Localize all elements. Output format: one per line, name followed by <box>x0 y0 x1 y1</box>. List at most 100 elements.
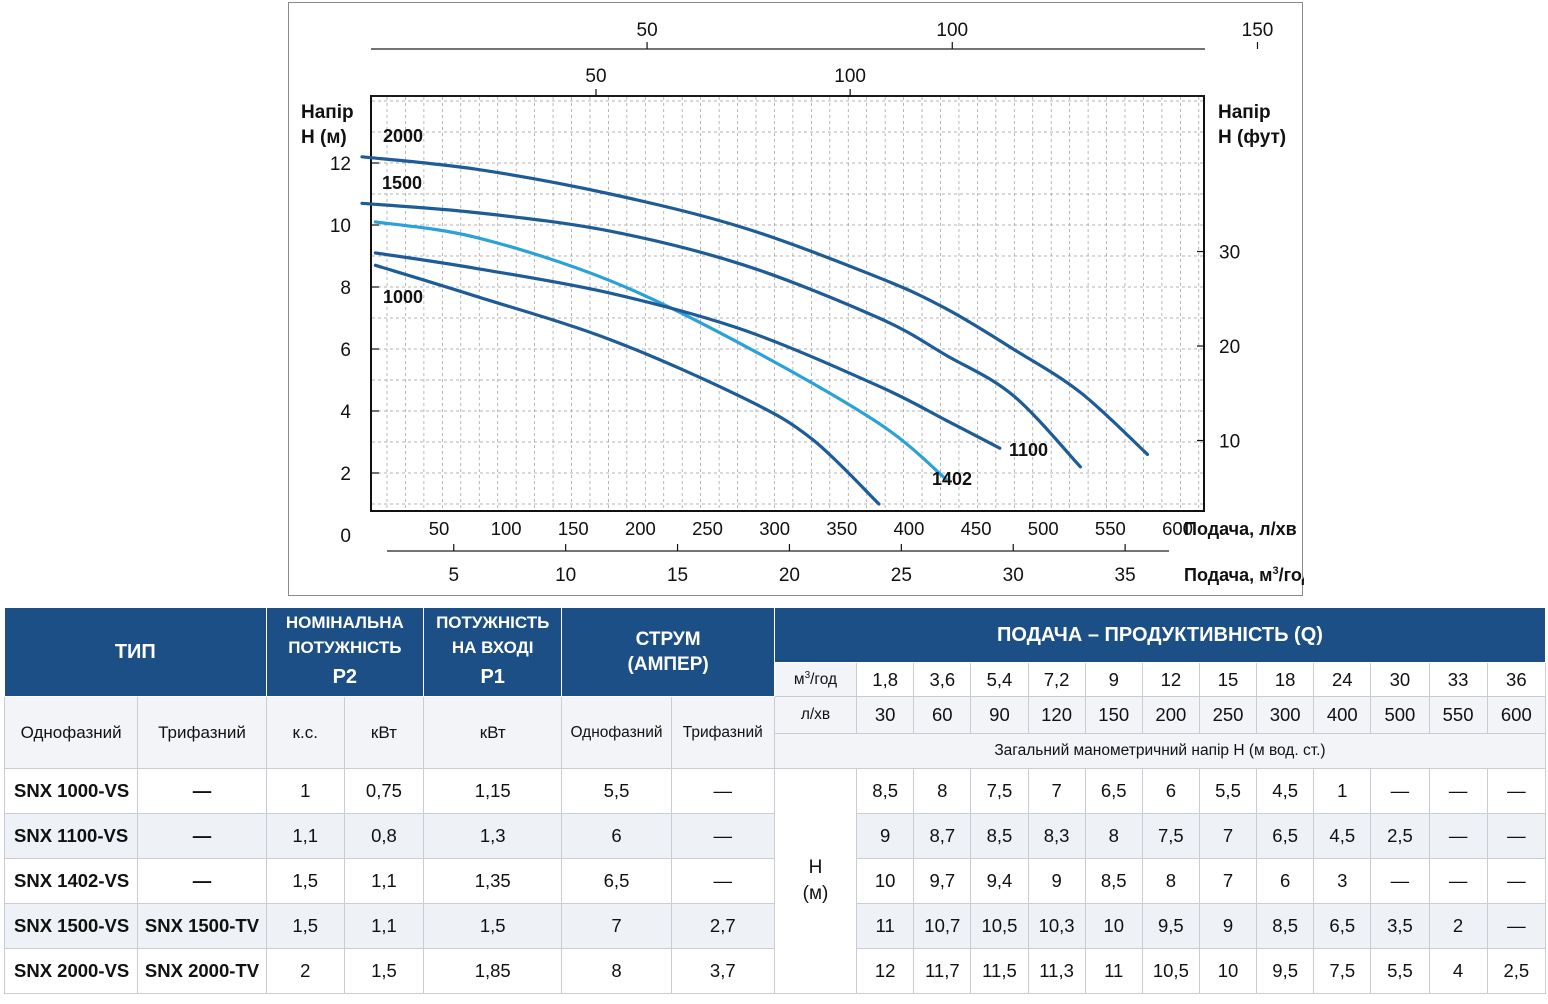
header-current: СТРУМ (АМПЕР) <box>561 607 775 697</box>
x-tick-lpm-label: 600 <box>1162 518 1193 539</box>
x-label-m3h: Подача, м3/год <box>1184 565 1304 585</box>
x-label-m3h-sup: 3 <box>1272 565 1278 577</box>
power-hp: 1 <box>265 768 345 814</box>
flow-lpm-cell: 150 <box>1084 696 1143 734</box>
series-line-2000 <box>360 155 1150 456</box>
current-three-phase: — <box>670 813 775 859</box>
head-value-cell: — <box>1486 903 1547 949</box>
x-tick-m3h-label: 20 <box>779 565 800 586</box>
y-tick-ft-label: 30 <box>1219 243 1240 264</box>
head-value-cell: 8,5 <box>970 813 1029 859</box>
current-three-phase: — <box>670 858 775 904</box>
subheader-single-phase-current: Однофазний <box>561 696 672 769</box>
x-tick-lpm-label: 500 <box>1028 518 1059 539</box>
head-value-cell: — <box>1428 768 1488 814</box>
power-hp: 1,5 <box>265 858 345 904</box>
model-single-phase: SNX 2000-VS <box>3 948 139 994</box>
flow-lpm-cell: 400 <box>1313 696 1372 734</box>
head-caption: Загальний манометричний напір H (м вод. … <box>773 733 1547 769</box>
model-three-phase: — <box>137 768 267 814</box>
head-value-cell: 10,7 <box>913 903 972 949</box>
input-power-kw: 1,35 <box>423 858 563 904</box>
head-value-cell: 6 <box>1141 768 1200 814</box>
head-value-cell: 10 <box>856 858 915 904</box>
x-tick-lpm-label: 200 <box>625 518 656 539</box>
head-value-cell: 7,5 <box>1313 948 1372 994</box>
model-single-phase: SNX 1100-VS <box>3 813 139 859</box>
x-tick-lpm-label: 400 <box>894 518 925 539</box>
head-value-cell: 2,5 <box>1370 813 1430 859</box>
x-tick-lpm-label: 450 <box>961 518 992 539</box>
table-body: SNX 1000-VS —1 0,75 1,15 5,5— H (м) 8,5 8 7,5 7 6,5… <box>3 768 1547 994</box>
subheader-single-phase: Однофазний <box>3 696 139 769</box>
header-flow: ПОДАЧА – ПРОДУКТИВНІСТЬ (Q) <box>773 607 1547 663</box>
head-value-cell: 8 <box>913 768 972 814</box>
flow-lpm-cell: 90 <box>970 696 1029 734</box>
current-single-phase: 8 <box>561 948 672 994</box>
y-label-right-1: Напір <box>1218 102 1271 123</box>
tick-labels: 0 2 4 6 8 10 12 10 20 30 50 100 150 200 250 300 350 400 45… <box>330 20 1273 586</box>
series-line-1100 <box>373 251 1002 450</box>
head-value-cell: 7,5 <box>970 768 1029 814</box>
x-tick-m3h-label: 10 <box>555 565 576 586</box>
model-single-phase: SNX 1402-VS <box>3 858 139 904</box>
head-value-cell: 8,5 <box>856 768 915 814</box>
head-value-cell: 8,5 <box>1256 903 1315 949</box>
subheader-three-phase: Трифазний <box>137 696 267 769</box>
head-value-cell: 9,4 <box>970 858 1029 904</box>
head-value-cell: 7,5 <box>1141 813 1200 859</box>
header-nominal-line2: ПОТУЖНІСТЬ <box>288 638 402 657</box>
head-value-cell: 4,5 <box>1256 768 1315 814</box>
head-value-cell: 2,5 <box>1486 948 1547 994</box>
head-value-cell: 11,7 <box>913 948 972 994</box>
flow-m3h-cell: 7,2 <box>1027 662 1086 697</box>
head-value-cell: 9,7 <box>913 858 972 904</box>
flow-m3h-cell: 12 <box>1141 662 1200 697</box>
table-row: SNX 1402-VS —1,5 1,1 1,35 6,5—10 9,7 9,4 9 8,5 8 7… <box>3 858 1547 904</box>
head-value-cell: 5,5 <box>1198 768 1258 814</box>
power-hp: 1,1 <box>265 813 345 859</box>
head-value-cell: 9 <box>856 813 915 859</box>
top-outer-tick-label: 100 <box>936 20 968 41</box>
subheader-kw-p1: кВт <box>423 696 563 769</box>
unit-m3h-prefix: м <box>793 671 805 689</box>
curve-label-1500: 1500 <box>382 173 422 193</box>
input-power-kw: 1,5 <box>423 903 563 949</box>
head-value-cell: 3 <box>1313 858 1372 904</box>
subheader-kw: кВт <box>343 696 425 769</box>
model-three-phase: SNX 1500-TV <box>137 903 267 949</box>
head-value-cell: 2 <box>1428 903 1488 949</box>
model-single-phase: SNX 1500-VS <box>3 903 139 949</box>
flow-lpm-cell: 60 <box>913 696 972 734</box>
head-value-cell: 9,5 <box>1256 948 1315 994</box>
flow-lpm-cell: 120 <box>1027 696 1086 734</box>
x-tick-m3h-label: 15 <box>667 565 688 586</box>
y-tick-label: 8 <box>340 278 351 299</box>
head-value-cell: 7 <box>1027 768 1086 814</box>
header-input-power: ПОТУЖНІСТЬ НА ВХОДІ P1 <box>423 607 563 697</box>
top-inner-tick-label: 50 <box>585 66 606 87</box>
head-value-cell: 8,7 <box>913 813 972 859</box>
head-unit-line1: H <box>808 857 823 878</box>
x-tick-lpm-label: 350 <box>826 518 857 539</box>
head-value-cell: 8 <box>1141 858 1200 904</box>
flow-lpm-cell: 550 <box>1428 696 1488 734</box>
y-tick-label: 4 <box>340 402 351 423</box>
series-line-1500 <box>360 201 1082 469</box>
head-caption-row: Загальний манометричний напір H (м вод. … <box>5 733 1547 769</box>
flow-m3h-cell: 3,6 <box>913 662 972 697</box>
x-tick-lpm-label: 50 <box>429 518 450 539</box>
top-inner-tick-label: 100 <box>834 66 866 87</box>
series-lines <box>360 155 1150 506</box>
curve-label-1402: 1402 <box>932 469 972 489</box>
head-value-cell: 9 <box>1198 903 1258 949</box>
power-kw: 1,1 <box>343 858 425 904</box>
y-tick-label: 2 <box>340 464 351 485</box>
x-label-lpm: Подача, л/хв <box>1184 519 1297 539</box>
head-value-cell: 4,5 <box>1313 813 1372 859</box>
head-value-cell: 7 <box>1198 858 1258 904</box>
head-value-cell: — <box>1486 768 1547 814</box>
y-tick-ft-label: 20 <box>1219 337 1240 358</box>
flow-m3h-cell: 1,8 <box>856 662 915 697</box>
